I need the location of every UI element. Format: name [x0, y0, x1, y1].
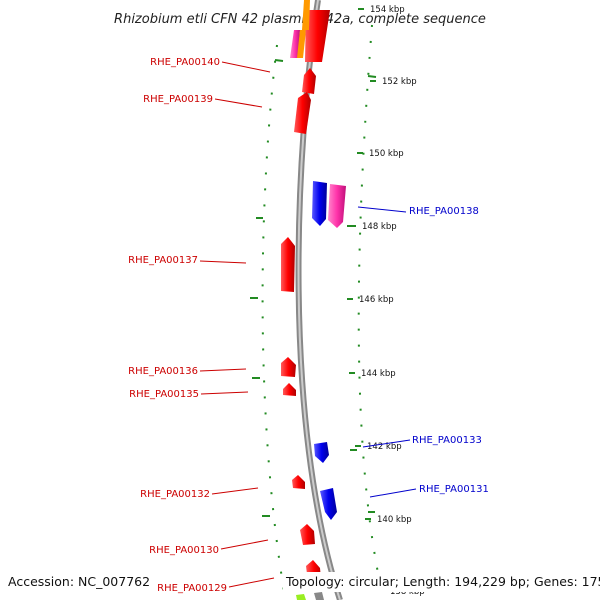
accession-text: Accession: NC_007762: [8, 574, 150, 589]
gene-label[interactable]: RHE_PA00138: [409, 206, 479, 217]
gene-label[interactable]: RHE_PA00137: [128, 255, 198, 266]
gene-RHE_PA00139: [294, 92, 311, 134]
kbp-ticks: 154 kbp 152 kbp 150 kbp 148 kbp 146 kbp 144 k…: [347, 5, 425, 597]
gene-labels: RHE_PA00140 RHE_PA00139 RHE_PA00138 RHE_PA0…: [128, 57, 489, 594]
gene-bottom-green: [296, 594, 306, 600]
label-leaders: [199, 61, 417, 588]
gene-RHE_PA00135: [283, 383, 296, 396]
gc-ring-inner: [261, 44, 286, 598]
footer-left-bg: [0, 572, 150, 592]
tick-label: 146 kbp: [359, 295, 394, 305]
gene-top-orange2: [302, 0, 310, 30]
gene-RHE_PA00140: [302, 68, 316, 94]
gc-marks: [250, 59, 377, 517]
gene-top-orange: [297, 30, 306, 58]
gene-bottom-grey: [314, 592, 324, 600]
gene-label[interactable]: RHE_PA00135: [129, 389, 199, 400]
tick-label: 148 kbp: [362, 222, 397, 232]
gene-RHE_PA00133: [314, 442, 329, 463]
gene-top-red: [305, 10, 330, 62]
gene-label[interactable]: RHE_PA00129: [157, 583, 227, 594]
gene-label[interactable]: RHE_PA00130: [149, 545, 219, 556]
tick-label: 152 kbp: [382, 77, 417, 87]
tick-label: 144 kbp: [361, 369, 396, 379]
tick-label: 150 kbp: [369, 149, 404, 159]
footer-right-bg: [283, 572, 600, 592]
gene-label[interactable]: RHE_PA00132: [140, 489, 210, 500]
gene-RHE_PA00138: [328, 184, 346, 228]
gene-blue-a: [312, 181, 327, 226]
gene-RHE_PA00132: [292, 475, 305, 489]
gene-label[interactable]: RHE_PA00136: [128, 366, 198, 377]
tick-label: 142 kbp: [367, 442, 402, 452]
gene-RHE_PA00131: [320, 488, 337, 520]
map-title: Rhizobium etli CFN 42 plasmid p42a, comp…: [114, 12, 486, 27]
tick-label: 154 kbp: [370, 5, 405, 15]
gene-top-magenta: [290, 30, 300, 58]
gene-label[interactable]: RHE_PA00140: [150, 57, 220, 68]
gene-label[interactable]: RHE_PA00131: [419, 484, 489, 495]
gene-label[interactable]: RHE_PA00139: [143, 94, 213, 105]
summary-text: Topology: circular; Length: 194,229 bp; …: [285, 574, 600, 589]
gene-RHE_PA00130: [300, 524, 315, 545]
gene-RHE_PA00137: [281, 237, 295, 292]
gene-label[interactable]: RHE_PA00133: [412, 435, 482, 446]
gene-RHE_PA00136: [281, 357, 296, 377]
tick-label: 140 kbp: [377, 515, 412, 525]
